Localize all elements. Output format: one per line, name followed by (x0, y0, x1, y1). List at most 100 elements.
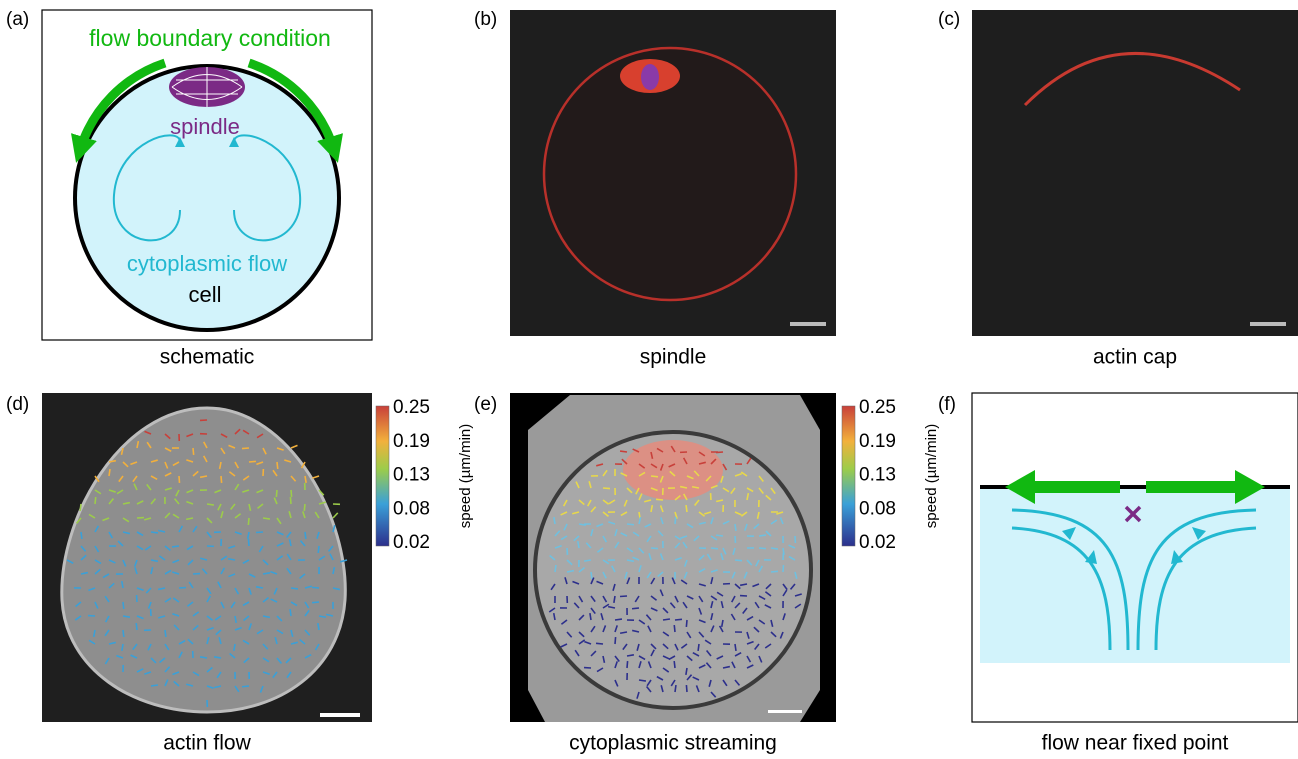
colorbar-tick-label: 0.19 (393, 431, 430, 452)
flow-arrow (276, 490, 277, 497)
flow-arrow (584, 560, 591, 561)
flow-arrow (256, 532, 263, 533)
schematic-title: flow boundary condition (89, 25, 331, 51)
panel-label: (e) (474, 394, 497, 415)
flow-arrow (242, 448, 249, 449)
flow-arrow (698, 644, 699, 651)
flow-arrow (318, 546, 319, 553)
flow-arrow (627, 524, 634, 525)
flow-arrow (312, 587, 319, 588)
flow-arrow (759, 548, 766, 549)
flow-arrow (716, 452, 723, 453)
flow-arrow (81, 532, 82, 539)
chromosomes (641, 64, 659, 90)
spindle-label: spindle (170, 114, 240, 139)
colorbar (376, 406, 389, 546)
flow-arrow (590, 613, 591, 620)
flow-arrow (123, 630, 124, 637)
flow-arrow (555, 565, 556, 572)
caption: cytoplasmic streaming (569, 732, 777, 755)
flow-arrow (123, 602, 124, 609)
flow-arrow (620, 596, 627, 597)
flow-arrow (305, 532, 306, 539)
flow-arrow (290, 609, 291, 616)
flow-arrow (596, 643, 603, 644)
flow-arrow (675, 685, 676, 692)
flow-arrow (248, 518, 249, 525)
flow-arrow (686, 685, 687, 692)
flow-label: cytoplasmic flow (127, 251, 287, 276)
scale-bar (320, 713, 360, 717)
flow-arrow (759, 535, 766, 536)
panel-label: (a) (6, 9, 29, 30)
flow-arrow (620, 451, 627, 452)
flow-arrow (318, 623, 319, 630)
colorbar-tick-label: 0.08 (393, 498, 430, 519)
flow-arrow (277, 462, 278, 469)
figure: (a) (b) (c) (d) (e) (f) schematic spindl… (0, 0, 1298, 759)
flow-arrow (603, 488, 610, 489)
flow-arrow (735, 644, 736, 651)
colorbar (842, 406, 855, 546)
flow-arrow (165, 630, 166, 637)
flow-arrow (639, 680, 646, 681)
flow-arrow (716, 535, 723, 536)
caption: actin cap (1093, 346, 1177, 369)
colorbar-tick-label: 0.02 (393, 532, 430, 553)
flow-arrow (674, 661, 675, 668)
flow-arrow (675, 517, 676, 524)
flow-arrow (675, 619, 682, 620)
flow-arrow (674, 625, 675, 632)
flow-arrow (615, 619, 622, 620)
flow-arrow (80, 504, 81, 511)
flow-arrow (591, 572, 592, 579)
flow-arrow (651, 476, 658, 477)
flow-arrow (249, 461, 256, 462)
cell-label: cell (188, 282, 221, 307)
panel-label: (f) (938, 394, 956, 415)
flow-arrow (242, 686, 249, 687)
flow-arrow (172, 546, 179, 547)
scale-bar (790, 322, 826, 326)
flow-arrow (312, 602, 319, 603)
flow-arrow (136, 623, 137, 630)
scale-bar (1250, 322, 1286, 326)
colorbar-tick-label: 0.13 (393, 465, 430, 486)
caption: flow near fixed point (1042, 732, 1229, 755)
scale-bar (768, 710, 802, 713)
flow-arrow (151, 685, 158, 686)
flow-arrow (151, 532, 158, 533)
flow-arrow (651, 548, 658, 549)
caption: schematic (160, 346, 255, 369)
flow-arrow (95, 497, 96, 504)
caption: actin flow (163, 732, 251, 755)
colorbar-tick-label: 0.02 (859, 532, 896, 553)
flow-arrow (686, 620, 687, 627)
flow-arrow (632, 608, 639, 609)
page: {"panels": [ {"label": "(a)", "caption":… (0, 0, 1298, 759)
flow-arrow (615, 637, 616, 644)
colorbar-tick-label: 0.25 (393, 397, 430, 418)
panel-label: (d) (6, 394, 29, 415)
flow-arrow (305, 476, 306, 483)
flow-arrow (735, 560, 742, 561)
flow-arrow (304, 504, 305, 511)
flow-arrow (656, 499, 663, 500)
flow-arrow (663, 619, 670, 620)
colorbar-label: speed (µm/min) (923, 424, 940, 529)
panel-label: (c) (938, 9, 960, 30)
colorbar-tick-label: 0.08 (859, 498, 896, 519)
micrograph (972, 10, 1298, 336)
caption: spindle (640, 346, 707, 369)
panel-label: (b) (474, 9, 497, 30)
colorbar-tick-label: 0.19 (859, 431, 896, 452)
colorbar-tick-label: 0.13 (859, 465, 896, 486)
flow-arrow (686, 668, 687, 675)
colorbar-label: speed (µm/min) (457, 424, 474, 529)
flow-arrow (263, 518, 270, 519)
colorbar-tick-label: 0.25 (859, 397, 896, 418)
flow-arrow (771, 571, 778, 572)
flow-arrow (193, 448, 194, 455)
flow-arrow (711, 548, 718, 549)
flow-arrow (291, 588, 298, 589)
